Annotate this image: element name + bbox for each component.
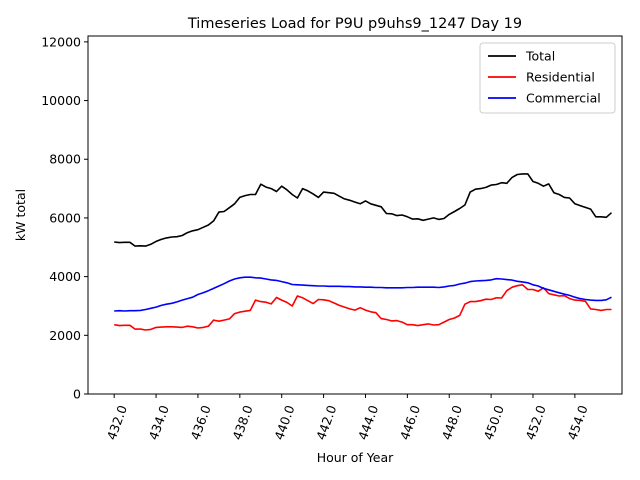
y-tick-label: 6000	[49, 210, 81, 225]
y-tick-label: 8000	[49, 152, 81, 167]
chart-title: Timeseries Load for P9U p9uhs9_1247 Day …	[187, 16, 522, 32]
legend-label-residential: Residential	[526, 70, 595, 85]
plot-frame	[87, 35, 623, 395]
series-lines	[114, 173, 613, 331]
y-axis-label: kW total	[13, 189, 28, 241]
y-tick-label: 4000	[49, 269, 81, 284]
plot-area	[87, 35, 623, 395]
y-tick-label: 10000	[41, 93, 81, 108]
y-axis: 0 2000 4000 6000 8000 10000 12000	[41, 34, 88, 402]
y-tick-label: 2000	[49, 328, 81, 343]
series-line-commercial	[114, 276, 612, 312]
series-line-residential	[114, 283, 612, 331]
legend-label-total: Total	[525, 49, 555, 64]
y-tick-label: 12000	[41, 34, 81, 49]
legend: Total Residential Commercial	[479, 42, 616, 114]
legend-box	[479, 42, 616, 114]
y-tick-label: 0	[73, 387, 81, 402]
x-axis-label: Hour of Year	[317, 450, 394, 465]
legend-label-commercial: Commercial	[526, 91, 601, 106]
series-line-total	[114, 173, 613, 247]
